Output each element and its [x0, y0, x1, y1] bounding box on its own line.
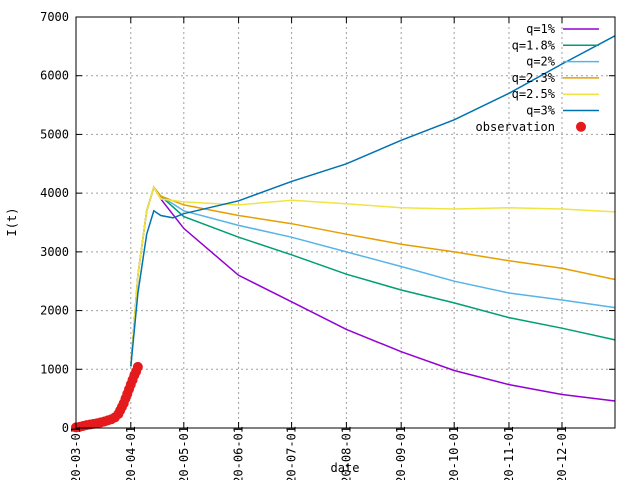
series-line: [130, 185, 616, 367]
y-tick-label: 3000: [40, 245, 69, 259]
observation-point: [132, 361, 143, 372]
series-line: [130, 35, 616, 367]
y-tick-label: 1000: [40, 362, 69, 376]
y-tick-label: 0: [62, 421, 69, 435]
y-tick-label: 4000: [40, 186, 69, 200]
y-tick-label: 2000: [40, 304, 69, 318]
x-tick-label: 2020-10-01: [447, 426, 461, 480]
legend-label: q=2%: [526, 55, 556, 69]
x-tick-label: 2020-09-01: [394, 426, 408, 480]
legend-label: observation: [476, 120, 555, 134]
x-tick-label: 2020-04-01: [124, 426, 138, 480]
y-tick-label: 7000: [40, 10, 69, 24]
legend-label: q=1%: [526, 22, 556, 36]
plot-frame: [75, 16, 616, 429]
grid-lines: [76, 17, 615, 428]
legend-label: q=3%: [526, 104, 556, 118]
legend-label: q=2.3%: [512, 71, 556, 85]
x-tick-label: 2020-03-01: [69, 426, 83, 480]
x-tick-label: 2020-06-01: [232, 426, 246, 480]
y-axis-label: I(t): [5, 208, 19, 237]
legend-label: q=2.5%: [512, 87, 556, 101]
x-axis-label: date: [331, 461, 360, 475]
x-tick-label: 2020-11-01: [502, 426, 516, 480]
legend-label: q=1.8%: [512, 38, 556, 52]
x-tick-label: 2020-12-01: [555, 426, 569, 480]
legend-swatch: [576, 121, 586, 132]
x-tick-label: 2020-05-01: [177, 426, 191, 480]
series-lines: [130, 35, 616, 402]
y-tick-label: 5000: [40, 127, 69, 141]
observation-points: [71, 361, 143, 433]
legend: q=1% q=1.8% q=2% q=2.3% q=2.5% q=3% observatio…: [476, 22, 599, 134]
y-tick-label: 6000: [40, 69, 69, 83]
axis-ticks: 0 1000 2000 3000 4000 5000 6000 7000 2020-03-01 2…: [40, 10, 615, 480]
x-tick-label: 2020-08-01: [339, 426, 353, 480]
x-tick-label: 2020-07-01: [285, 426, 299, 480]
